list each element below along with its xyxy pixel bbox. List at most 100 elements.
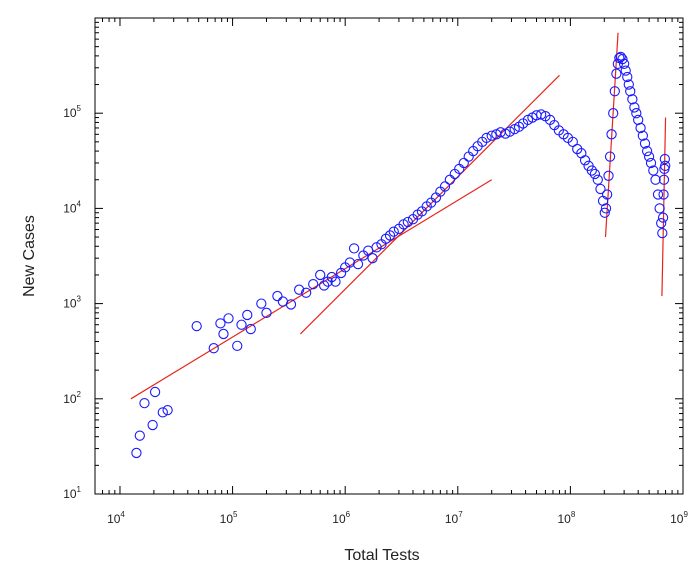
data-point xyxy=(367,253,378,264)
data-point xyxy=(617,53,628,65)
data-point xyxy=(643,151,655,162)
data-point xyxy=(600,203,612,214)
data-point xyxy=(608,108,619,119)
x-tick-exponent: 9 xyxy=(683,510,688,519)
data-point xyxy=(504,126,516,137)
data-point xyxy=(639,138,651,149)
data-point xyxy=(439,181,451,192)
data-point xyxy=(208,343,219,354)
x-tick-exponent: 5 xyxy=(233,510,238,519)
data-point xyxy=(218,328,229,340)
data-point xyxy=(658,174,670,185)
data-point xyxy=(658,189,669,200)
data-point xyxy=(352,258,364,270)
data-point xyxy=(481,132,492,144)
data-point xyxy=(157,407,168,418)
data-point xyxy=(162,404,173,416)
plot-area xyxy=(94,17,684,495)
data-point xyxy=(645,157,657,169)
data-point xyxy=(657,227,668,239)
y-tick-exponent: 1 xyxy=(77,485,82,494)
y-axis-title: New Cases xyxy=(21,215,38,297)
data-point xyxy=(285,299,297,310)
x-tick-exponent: 7 xyxy=(458,510,463,519)
data-point xyxy=(652,189,664,200)
data-point xyxy=(659,153,671,165)
data-point xyxy=(458,157,469,169)
data-point xyxy=(609,86,620,97)
x-tick-exponent: 8 xyxy=(571,510,576,519)
data-point xyxy=(318,280,330,291)
data-point xyxy=(308,279,319,290)
data-point xyxy=(261,307,272,318)
data-point xyxy=(245,323,256,335)
data-point xyxy=(623,79,634,90)
data-point xyxy=(611,68,622,79)
data-point xyxy=(388,226,399,237)
data-point xyxy=(344,257,355,268)
data-point xyxy=(637,130,649,141)
data-point xyxy=(592,174,603,185)
data-point xyxy=(656,217,667,229)
data-point xyxy=(620,65,631,76)
y-tick-exponent: 2 xyxy=(77,390,82,399)
data-point xyxy=(300,287,312,298)
x-axis-title: Total Tests xyxy=(344,547,419,564)
data-point xyxy=(579,155,591,166)
x-tick-exponent: 4 xyxy=(120,510,125,519)
data-point xyxy=(631,108,642,119)
y-tick-exponent: 3 xyxy=(77,295,82,304)
data-points xyxy=(131,51,671,459)
data-point xyxy=(615,51,626,63)
data-point xyxy=(215,318,226,329)
data-point xyxy=(601,189,613,200)
fit-line xyxy=(299,74,560,335)
data-point xyxy=(641,145,653,157)
data-point xyxy=(147,419,158,431)
data-point xyxy=(223,313,234,324)
data-point xyxy=(567,136,578,148)
data-point xyxy=(604,151,616,162)
data-point xyxy=(272,290,283,302)
data-point xyxy=(633,114,644,126)
data-point xyxy=(402,216,413,228)
data-point xyxy=(256,298,267,309)
data-point xyxy=(654,203,665,214)
x-tick-exponent: 6 xyxy=(346,510,351,519)
data-point xyxy=(315,269,326,281)
y-tick-exponent: 5 xyxy=(77,104,82,113)
data-point xyxy=(139,398,150,409)
data-point xyxy=(622,71,633,83)
data-point xyxy=(191,320,202,332)
data-point xyxy=(589,168,601,180)
data-point xyxy=(149,386,161,398)
data-point xyxy=(603,170,614,181)
data-point xyxy=(635,122,646,134)
y-tick-exponent: 4 xyxy=(77,199,82,208)
minor-ticks xyxy=(95,18,683,494)
data-point xyxy=(599,207,610,218)
data-point xyxy=(618,58,630,69)
data-point xyxy=(606,129,617,140)
fit-line xyxy=(130,179,493,400)
data-point xyxy=(236,319,247,330)
data-point xyxy=(384,230,396,241)
data-point xyxy=(242,309,253,321)
data-point xyxy=(627,94,638,105)
data-point xyxy=(330,276,341,287)
data-point xyxy=(586,165,597,176)
data-point xyxy=(660,160,671,171)
data-point xyxy=(625,86,636,97)
data-point xyxy=(629,102,640,113)
data-point xyxy=(657,212,669,223)
data-point xyxy=(650,174,661,185)
data-point xyxy=(595,183,606,195)
data-point xyxy=(293,284,305,295)
data-point xyxy=(348,243,360,254)
data-point xyxy=(486,130,497,141)
data-point xyxy=(131,447,142,459)
data-point xyxy=(232,340,243,351)
data-point xyxy=(134,430,145,441)
